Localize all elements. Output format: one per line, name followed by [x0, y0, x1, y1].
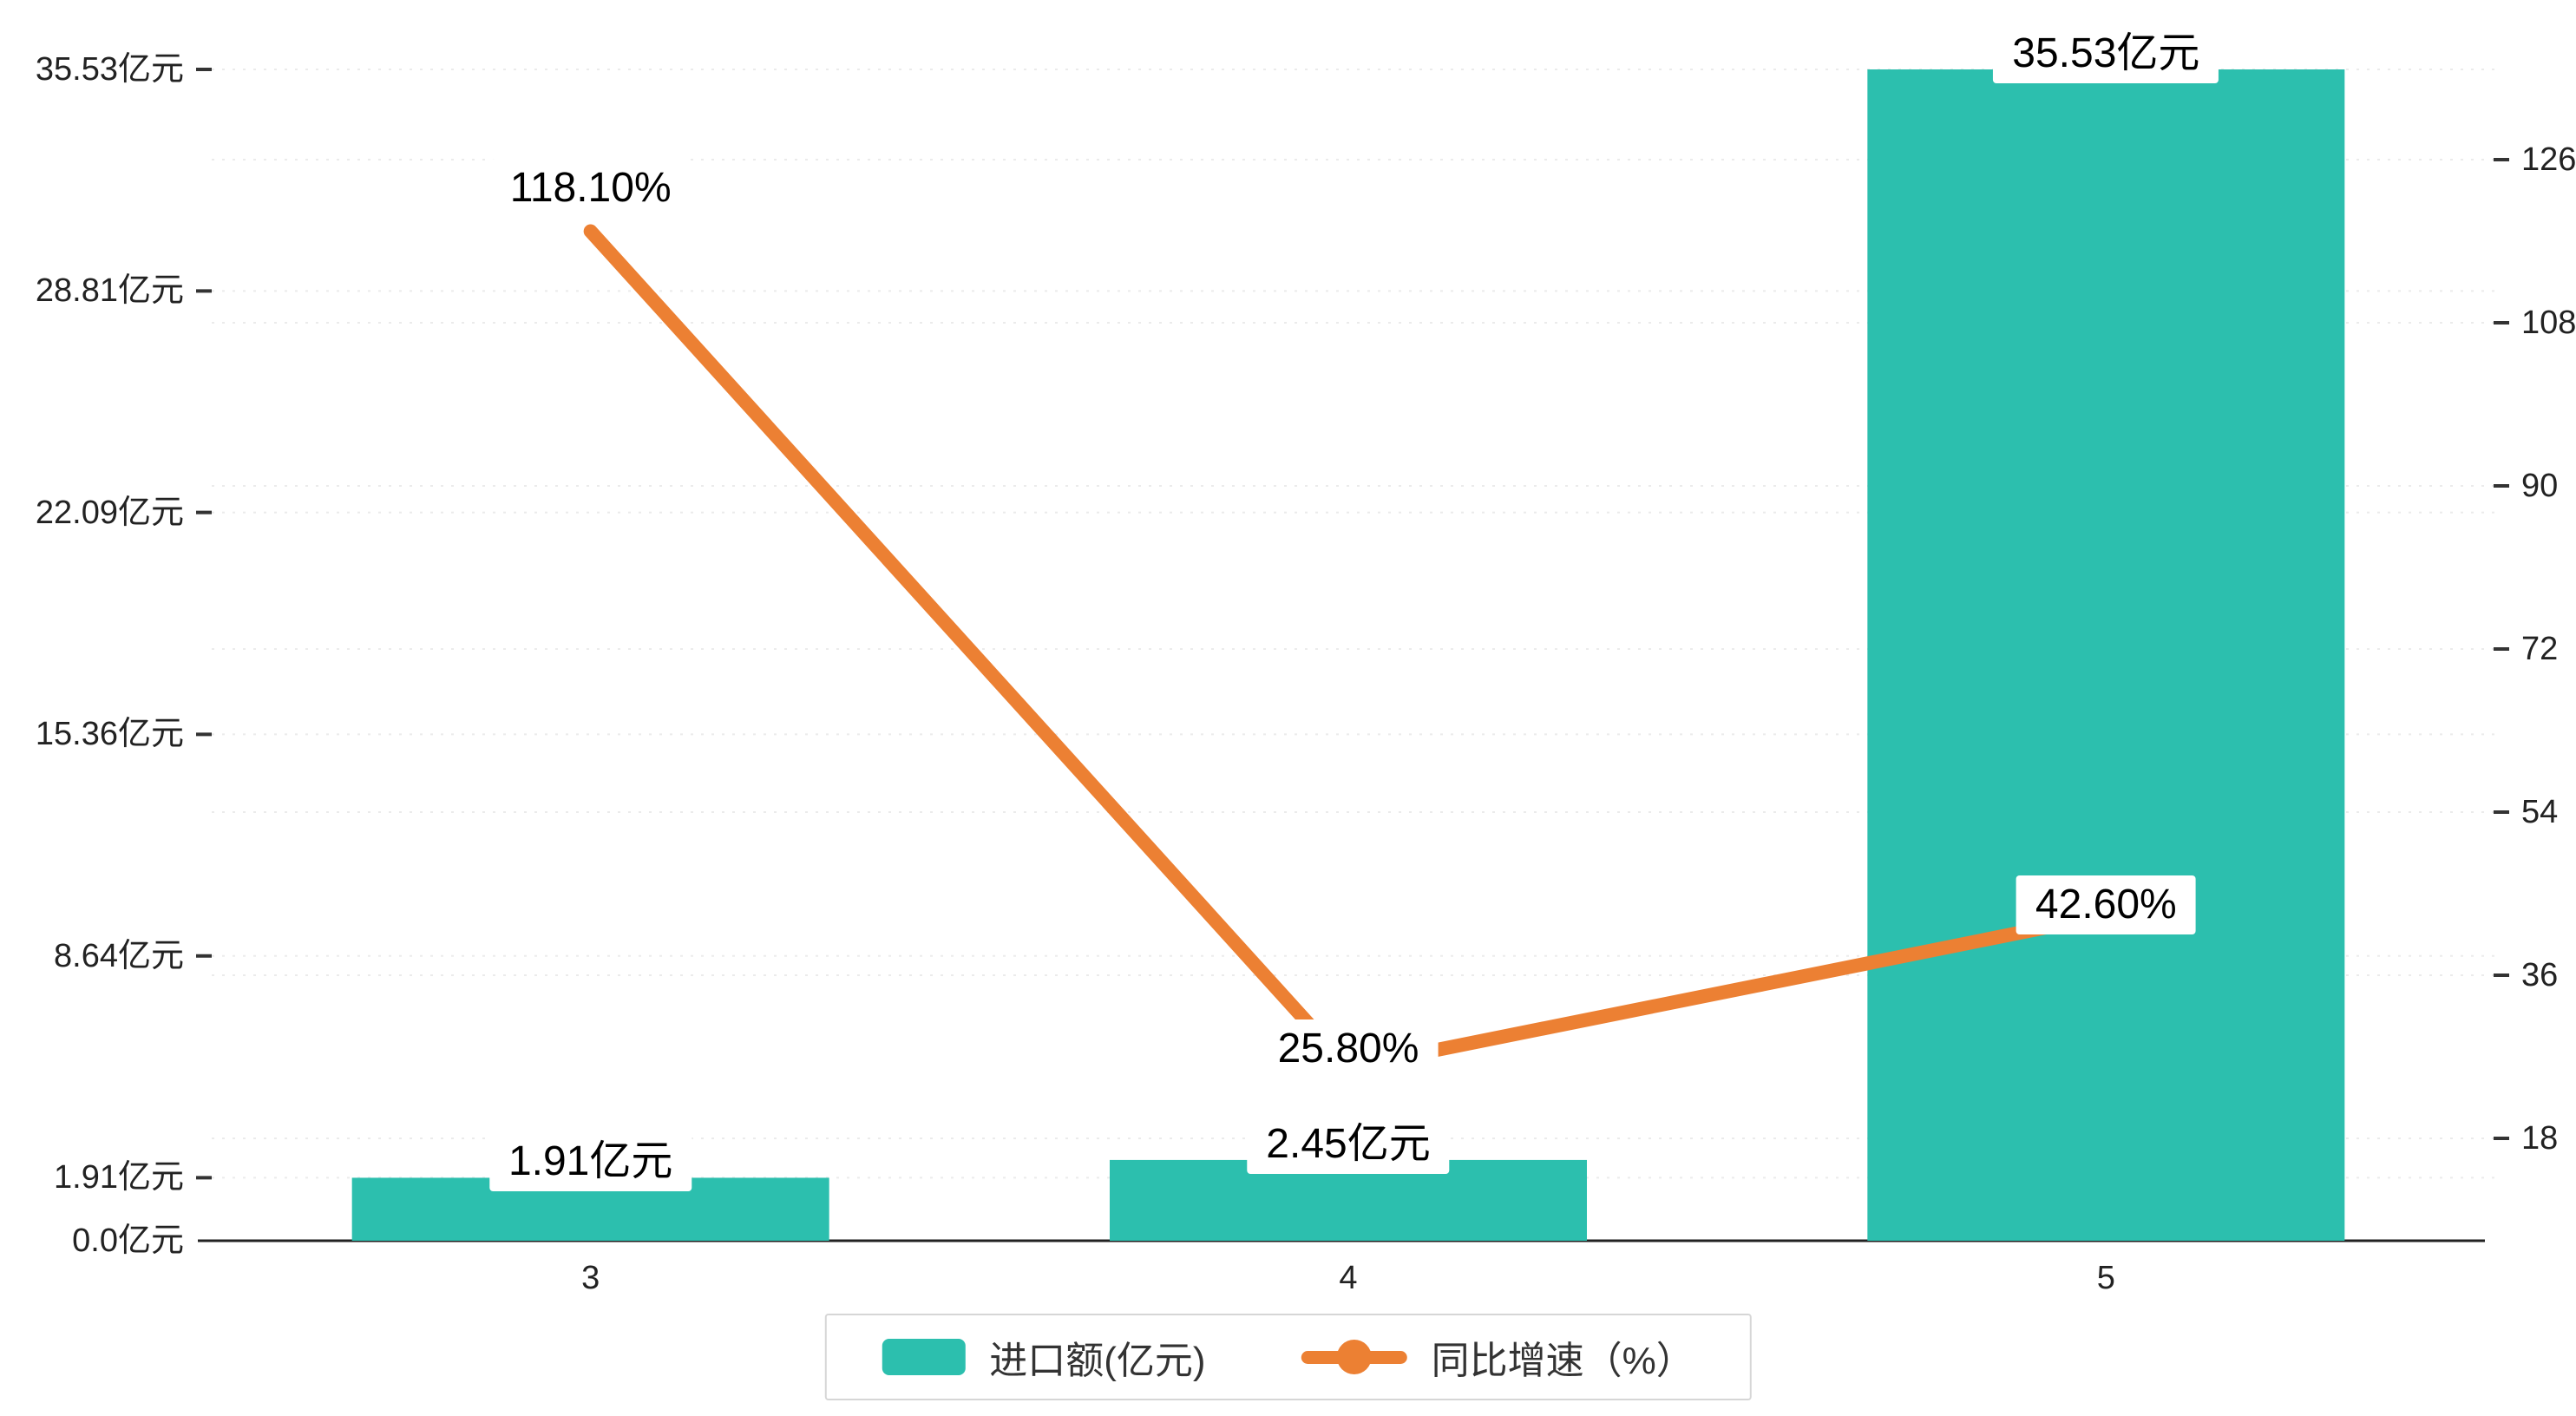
legend: 进口额(亿元) 同比增速（%） — [824, 1314, 1752, 1400]
bar-5 — [1867, 69, 2345, 1241]
bar-4 — [1110, 1159, 1587, 1241]
bar-3 — [351, 1177, 829, 1241]
legend-label-growth: 同比增速（%） — [1431, 1340, 1694, 1382]
legend-item-growth[interactable]: 同比增速（%） — [1301, 1329, 1694, 1385]
legend-label-imports: 进口额(亿元) — [989, 1340, 1206, 1382]
legend-item-imports[interactable]: 进口额(亿元) — [882, 1329, 1206, 1385]
bar-series-swatch — [882, 1339, 966, 1375]
line-series-swatch — [1301, 1340, 1407, 1374]
line-series-dot-icon — [1336, 1340, 1372, 1374]
